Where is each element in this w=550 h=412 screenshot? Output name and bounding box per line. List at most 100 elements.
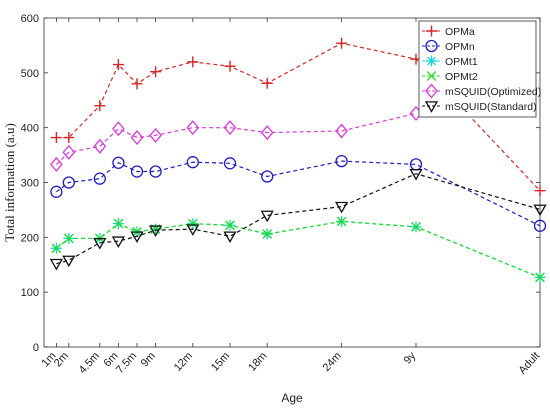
legend-label: OPMa xyxy=(445,26,475,38)
series-layer xyxy=(49,37,547,283)
data-point xyxy=(93,238,107,250)
data-point xyxy=(223,157,237,170)
legend-marker xyxy=(424,101,439,113)
series-opma xyxy=(50,37,546,197)
data-point xyxy=(186,156,199,169)
series-line xyxy=(56,160,541,227)
data-point xyxy=(112,59,124,71)
x-tick-label: 2m xyxy=(52,350,71,369)
legend-label: mSQUID(Optimized) xyxy=(445,86,541,98)
data-point xyxy=(223,231,237,244)
y-tick-label: 100 xyxy=(21,287,39,299)
y-tick-label: 400 xyxy=(21,123,39,135)
data-point xyxy=(533,219,547,232)
x-tick-label: 24m xyxy=(321,350,344,374)
data-point xyxy=(50,156,63,172)
data-point xyxy=(261,170,274,183)
y-axis: 0 100 200 300 400 500 600 xyxy=(21,13,540,354)
series-msquid-standard- xyxy=(49,168,547,271)
legend-item: OPMa xyxy=(422,25,475,38)
data-point xyxy=(225,220,235,231)
legend-item: OPMn xyxy=(422,39,475,53)
x-axis-title: Age xyxy=(281,391,303,405)
legend-label: OPMt2 xyxy=(445,71,478,83)
series-line xyxy=(55,112,417,165)
legend-item: OPMt1 xyxy=(422,55,478,68)
series-opmn xyxy=(50,154,547,232)
x-tick-label: 7.5m xyxy=(114,350,139,376)
data-point xyxy=(50,185,63,198)
data-point xyxy=(224,60,236,72)
series-line xyxy=(56,173,541,265)
data-point xyxy=(130,165,144,178)
legend-label: OPMt1 xyxy=(445,56,478,68)
x-tick-label: 9m xyxy=(139,350,158,369)
legend-marker xyxy=(426,71,437,81)
data-point xyxy=(150,66,162,78)
data-point xyxy=(131,78,143,90)
data-point xyxy=(93,172,106,185)
x-tick-label: 15m xyxy=(209,350,232,374)
data-point xyxy=(260,125,274,141)
data-point xyxy=(149,127,162,143)
data-point xyxy=(223,120,237,136)
data-point xyxy=(186,120,200,136)
data-point xyxy=(409,168,423,181)
data-point xyxy=(335,123,348,139)
y-tick-label: 500 xyxy=(21,68,39,80)
data-point xyxy=(130,231,144,244)
data-point xyxy=(260,210,274,223)
data-point xyxy=(187,218,198,229)
data-point xyxy=(335,154,348,168)
data-point xyxy=(334,201,349,214)
legend-marker xyxy=(425,39,438,53)
data-point xyxy=(186,224,200,236)
x-tick-label: 12m xyxy=(172,350,195,374)
legend-label: mSQUID(Standard) xyxy=(445,101,537,113)
y-axis-title: Total information (a.u) xyxy=(2,123,17,242)
data-point xyxy=(113,218,124,229)
data-point xyxy=(111,236,126,248)
legend-marker xyxy=(426,55,437,67)
data-point xyxy=(535,272,545,283)
data-point xyxy=(94,100,106,112)
series-msquid-optimized- xyxy=(50,105,423,172)
data-point xyxy=(336,216,347,227)
legend-item: mSQUID(Standard) xyxy=(422,101,537,113)
x-tick-label: 18m xyxy=(246,350,269,374)
y-tick-label: 200 xyxy=(21,232,39,244)
series-line xyxy=(56,42,541,192)
legend-item: mSQUID(Optimized) xyxy=(422,83,541,99)
data-point xyxy=(411,222,421,232)
data-point xyxy=(112,156,125,169)
legend-label: OPMn xyxy=(445,41,475,53)
data-point xyxy=(262,229,273,239)
x-tick-label: Adult xyxy=(517,350,543,377)
y-tick-label: 0 xyxy=(33,342,39,354)
data-point xyxy=(336,37,348,49)
data-point xyxy=(63,132,75,144)
data-point xyxy=(148,225,163,238)
data-point xyxy=(534,185,546,197)
data-point xyxy=(62,144,76,160)
series-line xyxy=(56,220,541,278)
data-point xyxy=(187,56,199,68)
data-point xyxy=(51,243,62,254)
legend-box xyxy=(418,20,537,118)
data-point xyxy=(62,176,75,189)
data-point xyxy=(63,233,74,244)
data-point xyxy=(130,130,144,146)
data-point xyxy=(533,204,547,217)
data-point xyxy=(149,165,162,178)
data-point xyxy=(112,121,125,137)
legend-marker xyxy=(426,25,437,37)
legend-item: OPMt2 xyxy=(422,71,478,83)
y-tick-label: 600 xyxy=(21,13,39,25)
legend-marker xyxy=(425,83,438,99)
y-tick-label: 300 xyxy=(21,178,39,190)
data-point xyxy=(62,255,76,268)
data-point xyxy=(261,77,273,89)
data-point xyxy=(49,258,64,271)
x-tick-label: 9y xyxy=(402,350,419,367)
